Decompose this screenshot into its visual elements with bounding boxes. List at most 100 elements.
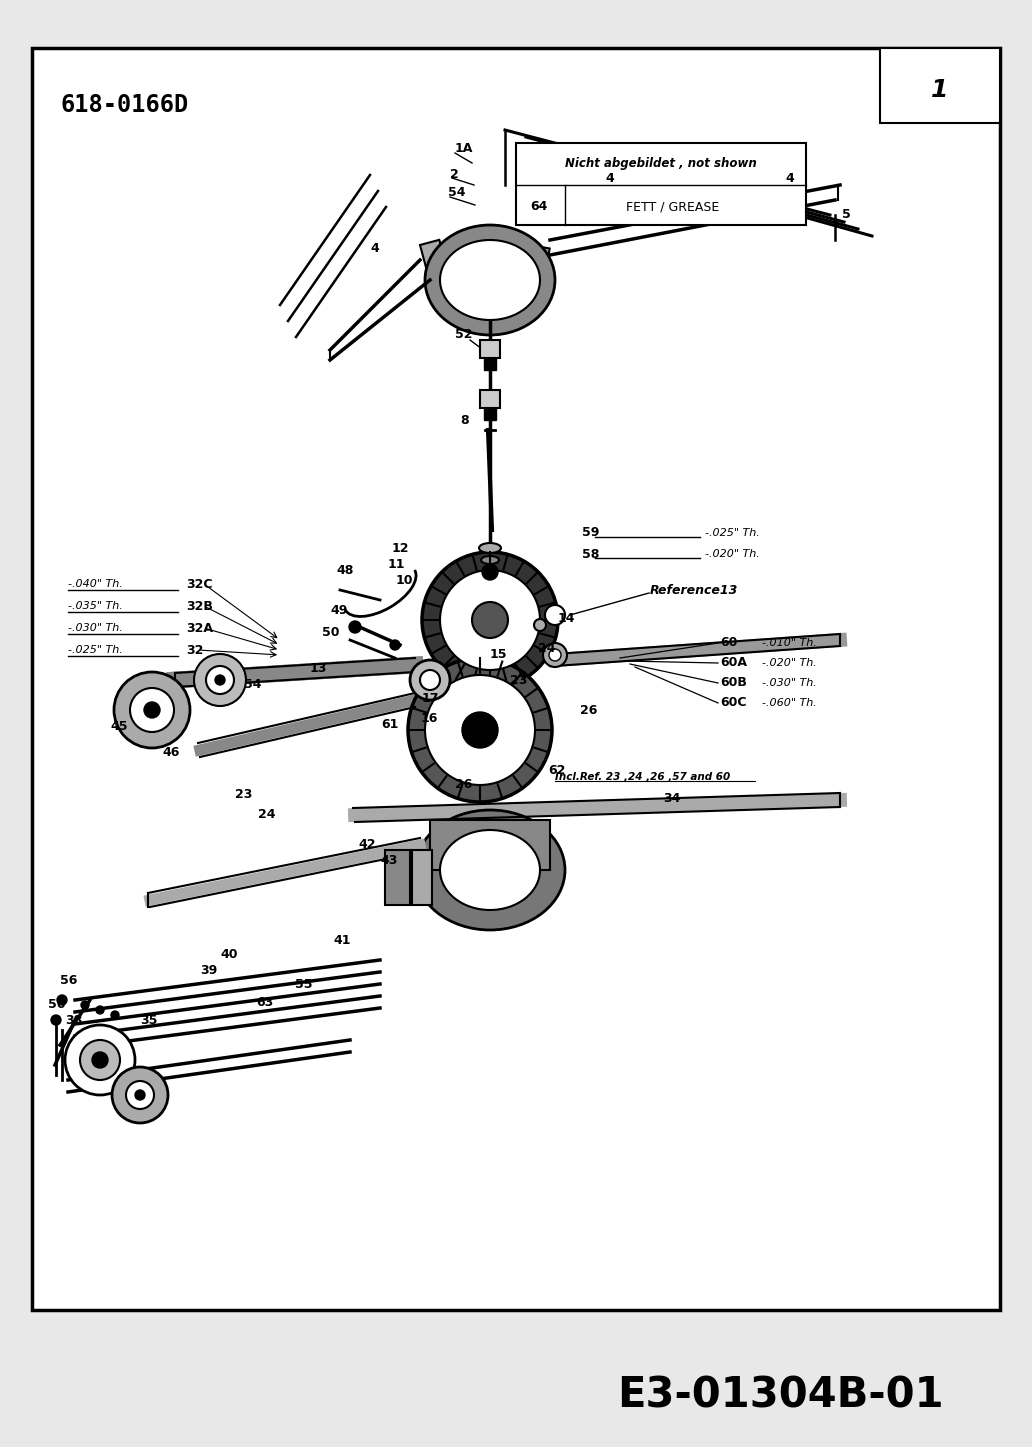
Bar — [484, 357, 496, 370]
Text: 60C: 60C — [720, 696, 746, 709]
Text: 32: 32 — [186, 644, 203, 657]
Text: 60A: 60A — [720, 657, 747, 670]
Ellipse shape — [481, 556, 499, 564]
Text: 17: 17 — [422, 692, 440, 705]
Text: FETT / GREASE: FETT / GREASE — [626, 200, 719, 213]
Circle shape — [80, 1001, 89, 1009]
Text: 48: 48 — [336, 563, 353, 576]
Text: -.020" Th.: -.020" Th. — [705, 548, 760, 559]
Bar — [412, 849, 432, 904]
Ellipse shape — [415, 810, 565, 930]
Text: Incl.Ref. 23 ,24 ,26 ,57 and 60: Incl.Ref. 23 ,24 ,26 ,57 and 60 — [555, 773, 731, 781]
Text: 8: 8 — [460, 414, 469, 427]
Text: 15: 15 — [490, 648, 508, 661]
Circle shape — [408, 658, 552, 802]
Circle shape — [114, 671, 190, 748]
Text: 52: 52 — [455, 328, 473, 341]
Text: Reference13: Reference13 — [650, 583, 738, 596]
Circle shape — [534, 619, 546, 631]
Text: -.010" Th.: -.010" Th. — [762, 638, 816, 648]
Circle shape — [410, 660, 450, 700]
Circle shape — [206, 666, 234, 695]
Text: 32A: 32A — [186, 622, 213, 634]
Circle shape — [390, 640, 400, 650]
Bar — [32, 48, 1000, 1310]
Text: 61: 61 — [381, 719, 398, 732]
Bar — [880, 48, 1000, 123]
Circle shape — [349, 621, 361, 632]
Text: 14: 14 — [558, 612, 576, 625]
Text: 34: 34 — [663, 792, 680, 805]
Text: -.025" Th.: -.025" Th. — [68, 645, 123, 655]
Text: 4: 4 — [370, 242, 379, 255]
Text: 32B: 32B — [186, 599, 213, 612]
Bar — [516, 143, 806, 224]
Text: 55: 55 — [295, 978, 313, 991]
Circle shape — [440, 570, 540, 670]
Text: 42: 42 — [358, 838, 376, 851]
Text: -.020" Th.: -.020" Th. — [762, 658, 816, 669]
Circle shape — [194, 654, 246, 706]
Text: 32C: 32C — [186, 577, 213, 590]
Text: 2: 2 — [450, 168, 459, 181]
Text: 45: 45 — [110, 721, 128, 734]
Circle shape — [130, 687, 174, 732]
Circle shape — [549, 650, 561, 661]
Text: 60: 60 — [720, 637, 738, 650]
Circle shape — [543, 642, 567, 667]
Text: 59: 59 — [582, 527, 600, 540]
Bar — [420, 240, 457, 313]
Ellipse shape — [425, 224, 555, 336]
Text: 16: 16 — [421, 712, 439, 725]
Text: -.040" Th.: -.040" Th. — [68, 579, 123, 589]
Circle shape — [482, 564, 498, 580]
Text: -.060" Th.: -.060" Th. — [762, 697, 816, 708]
Text: 1: 1 — [931, 78, 948, 101]
Text: 57: 57 — [466, 726, 484, 739]
Circle shape — [420, 670, 440, 690]
Circle shape — [111, 1011, 119, 1019]
Text: 49: 49 — [330, 603, 348, 616]
Circle shape — [96, 1006, 104, 1014]
Text: 23: 23 — [510, 673, 527, 686]
Text: 13: 13 — [310, 661, 327, 674]
Bar — [518, 245, 550, 317]
Circle shape — [545, 605, 565, 625]
Circle shape — [57, 996, 67, 1006]
Text: 26: 26 — [455, 777, 473, 790]
Text: 40: 40 — [220, 948, 237, 961]
Bar — [484, 408, 496, 420]
Circle shape — [92, 1052, 108, 1068]
Text: -.030" Th.: -.030" Th. — [68, 624, 123, 632]
Circle shape — [112, 1066, 168, 1123]
Text: -.025" Th.: -.025" Th. — [705, 528, 760, 538]
Text: 38: 38 — [65, 1013, 83, 1026]
Bar — [385, 849, 410, 904]
Text: 35: 35 — [140, 1013, 157, 1026]
Text: 24: 24 — [538, 641, 555, 654]
Text: 56: 56 — [60, 974, 77, 987]
Text: 58: 58 — [582, 547, 600, 560]
Text: 63: 63 — [256, 996, 273, 1009]
Circle shape — [215, 674, 225, 684]
Circle shape — [462, 712, 498, 748]
Ellipse shape — [440, 240, 540, 320]
Text: 4: 4 — [785, 172, 794, 185]
Text: 5: 5 — [842, 208, 850, 221]
Circle shape — [80, 1040, 120, 1079]
Text: 50: 50 — [322, 627, 340, 640]
Text: 54: 54 — [244, 677, 261, 690]
Bar — [480, 391, 499, 408]
Text: 46: 46 — [162, 747, 180, 760]
Text: 39: 39 — [200, 964, 218, 977]
Text: 10: 10 — [396, 573, 414, 586]
Bar — [480, 340, 499, 357]
Text: 26: 26 — [580, 703, 598, 716]
Circle shape — [65, 1024, 135, 1095]
Text: 64: 64 — [530, 200, 548, 213]
Text: E3-01304B-01: E3-01304B-01 — [617, 1375, 943, 1417]
Text: 60B: 60B — [720, 677, 747, 690]
Circle shape — [126, 1081, 154, 1108]
Text: 56: 56 — [49, 998, 65, 1011]
Ellipse shape — [440, 831, 540, 910]
